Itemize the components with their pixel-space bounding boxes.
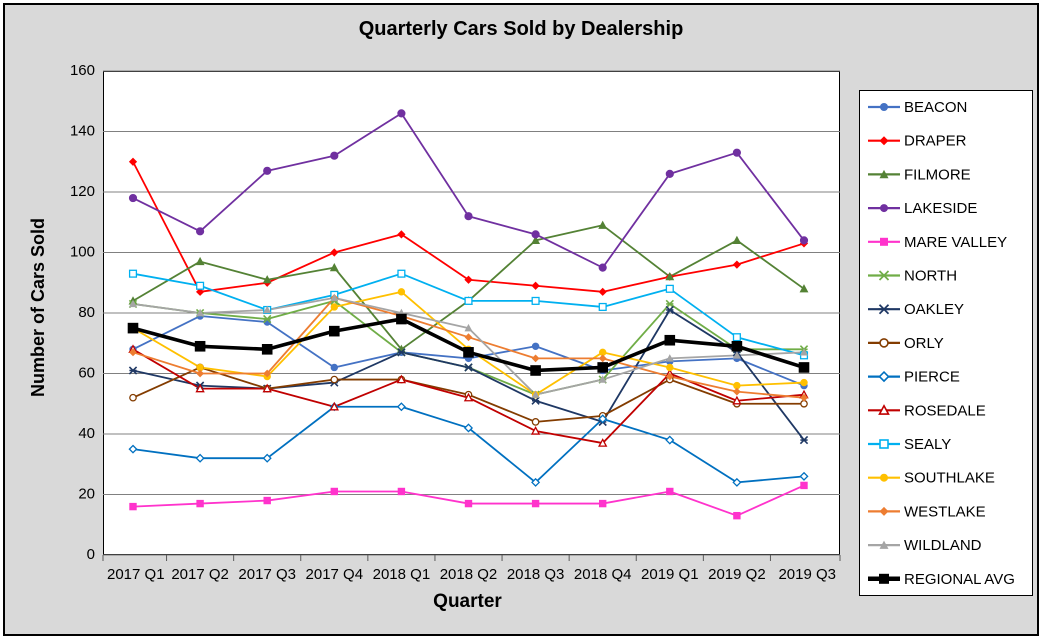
svg-text:2019 Q2: 2019 Q2 [708,566,766,583]
svg-text:120: 120 [70,183,95,200]
svg-text:2019 Q1: 2019 Q1 [641,566,699,583]
svg-text:WESTLAKE: WESTLAKE [904,503,986,520]
svg-text:ORLY: ORLY [904,335,944,352]
svg-text:2018 Q4: 2018 Q4 [574,566,632,583]
svg-text:0: 0 [87,546,95,563]
svg-text:MARE VALLEY: MARE VALLEY [904,234,1007,251]
svg-text:ROSEDALE: ROSEDALE [904,402,986,419]
svg-text:160: 160 [70,62,95,79]
svg-text:WILDLAND: WILDLAND [904,537,982,554]
svg-text:60: 60 [78,365,95,382]
svg-text:140: 140 [70,123,95,140]
svg-text:NORTH: NORTH [904,268,957,285]
svg-text:2017 Q4: 2017 Q4 [306,566,364,583]
svg-text:OAKLEY: OAKLEY [904,301,964,318]
svg-text:40: 40 [78,425,95,442]
svg-text:LAKESIDE: LAKESIDE [904,200,977,217]
svg-text:2017 Q2: 2017 Q2 [171,566,229,583]
svg-text:2018 Q3: 2018 Q3 [507,566,565,583]
svg-text:2018 Q1: 2018 Q1 [373,566,431,583]
svg-text:DRAPER: DRAPER [904,133,967,150]
svg-text:BEACON: BEACON [904,99,967,116]
svg-text:20: 20 [78,486,95,503]
svg-text:2019 Q3: 2019 Q3 [778,566,836,583]
svg-text:2017 Q1: 2017 Q1 [107,566,165,583]
svg-text:REGIONAL AVG: REGIONAL AVG [904,571,1015,588]
svg-text:80: 80 [78,304,95,321]
svg-text:FILMORE: FILMORE [904,166,971,183]
svg-text:PIERCE: PIERCE [904,369,960,386]
svg-text:2018 Q2: 2018 Q2 [440,566,498,583]
svg-text:100: 100 [70,244,95,261]
svg-text:SEALY: SEALY [904,436,951,453]
svg-text:2017 Q3: 2017 Q3 [238,566,296,583]
svg-text:SOUTHLAKE: SOUTHLAKE [904,470,995,487]
